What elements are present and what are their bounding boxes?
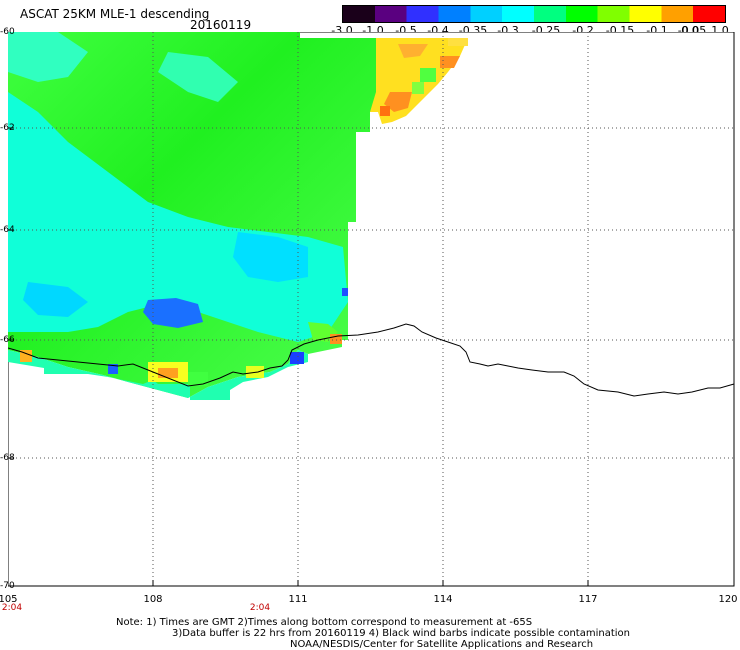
product-date: 20160119	[190, 18, 252, 32]
lat-label: -60	[0, 27, 15, 37]
left-ticks	[8, 127, 589, 586]
note-line: Note: 1) Times are GMT 2)Times along bot…	[116, 617, 533, 628]
lat-label: -68	[0, 453, 15, 463]
lat-label: -66	[0, 335, 15, 345]
lon-label: 105	[0, 594, 18, 605]
note-line: 3)Data buffer is 22 hrs from 20160119 4)…	[172, 628, 630, 639]
product-title: ASCAT 25KM MLE-1 descending	[20, 7, 210, 21]
lat-label: -70	[0, 581, 15, 591]
map-panel	[8, 32, 735, 587]
lon-label: 117	[578, 594, 598, 605]
wind-data-swath	[8, 32, 468, 400]
time-label: 2:04	[1, 603, 23, 613]
footnotes: Note: 1) Times are GMT 2)Times along bot…	[116, 617, 676, 650]
lat-label: -64	[0, 225, 15, 235]
lat-label: -62	[0, 123, 15, 133]
time-label: 2:04	[249, 603, 271, 613]
lon-label: 114	[433, 594, 453, 605]
credit-line: NOAA/NESDIS/Center for Satellite Applica…	[290, 639, 594, 650]
antarctic-coastline	[8, 323, 735, 397]
lon-label: 120	[718, 594, 738, 605]
grid-lines	[8, 32, 734, 586]
color-scale-bar	[342, 5, 726, 23]
lon-label: 108	[143, 594, 163, 605]
lon-label: 111	[288, 594, 308, 605]
